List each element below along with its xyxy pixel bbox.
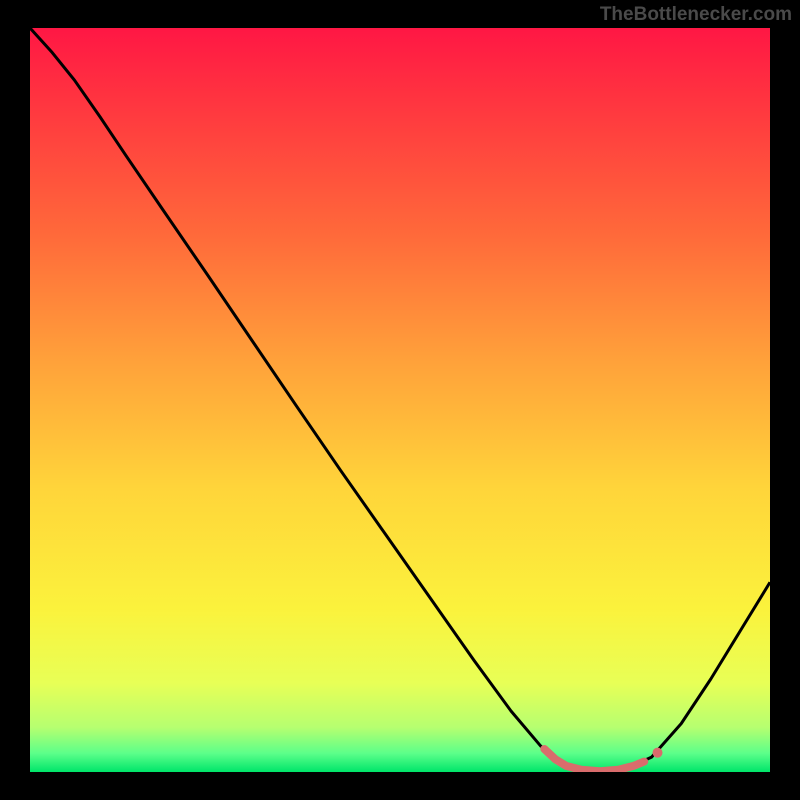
plot-area <box>30 28 770 772</box>
marker-band <box>544 749 644 771</box>
chart-container: TheBottlenecker.com <box>0 0 800 800</box>
bottleneck-curve <box>30 28 770 772</box>
marker-end-dot <box>653 748 663 758</box>
watermark-text: TheBottlenecker.com <box>600 4 792 26</box>
curve-svg <box>30 28 770 772</box>
